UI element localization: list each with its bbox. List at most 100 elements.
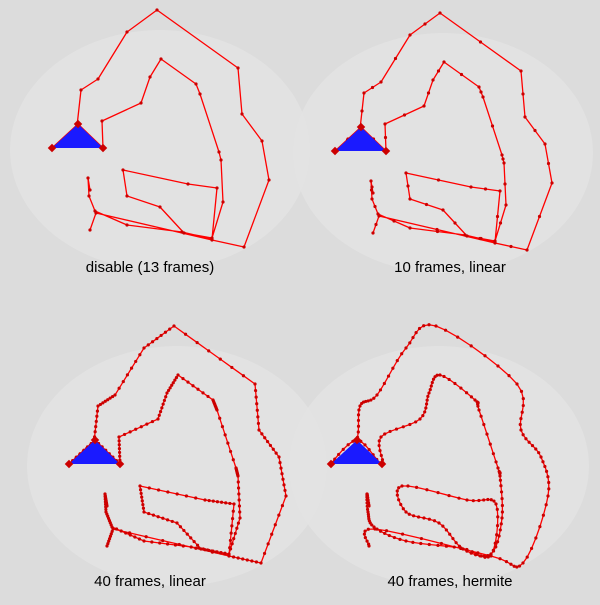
path-keyframe-dot bbox=[256, 421, 261, 426]
path-keyframe-dot bbox=[400, 352, 404, 356]
path-keyframe-dot bbox=[133, 535, 137, 539]
path-keyframe-dot bbox=[280, 503, 285, 508]
path-keyframe-dot bbox=[490, 124, 495, 128]
panel-vignette bbox=[10, 30, 310, 270]
path-keyframe-dot bbox=[157, 413, 161, 417]
path-keyframe-dot bbox=[393, 56, 398, 61]
path-keyframe-dot bbox=[181, 376, 185, 381]
path-keyframe-dot bbox=[103, 399, 107, 403]
path-keyframe-dot bbox=[408, 341, 412, 345]
path-keyframe-dot bbox=[483, 354, 487, 358]
path-keyframe-dot bbox=[371, 231, 375, 235]
path-keyframe-dot bbox=[494, 545, 498, 549]
path-keyframe-dot bbox=[189, 536, 193, 540]
path-keyframe-dot bbox=[156, 417, 160, 421]
path-keyframe-dot bbox=[395, 359, 399, 363]
path-keyframe-dot bbox=[121, 379, 125, 384]
path-keyframe-dot bbox=[257, 428, 261, 432]
path-keyframe-dot bbox=[379, 453, 383, 458]
path-keyframe-dot bbox=[483, 555, 487, 559]
path-keyframe-dot bbox=[498, 478, 502, 482]
path-keyframe-dot bbox=[148, 75, 152, 79]
path-keyframe-dot bbox=[283, 488, 287, 493]
path-keyframe-dot bbox=[521, 403, 525, 408]
path-keyframe-dot bbox=[489, 498, 493, 502]
path-keyframe-dot bbox=[125, 194, 129, 198]
path-keyframe-dot bbox=[497, 534, 501, 538]
path-keyframe-dot bbox=[517, 564, 522, 568]
path-keyframe-dot bbox=[496, 466, 500, 470]
path-keyframe-dot bbox=[164, 395, 168, 399]
path-keyframe-dot bbox=[495, 524, 500, 528]
path-keyframe-dot bbox=[140, 499, 144, 503]
path-keyframe-dot bbox=[104, 507, 108, 512]
path-keyframe-dot bbox=[156, 488, 161, 492]
triangle-vertex-marker bbox=[330, 146, 340, 156]
triangle-vertex-marker bbox=[98, 143, 108, 153]
path-keyframe-dot bbox=[386, 374, 391, 378]
triangle-vertex-marker bbox=[64, 459, 74, 469]
path-keyframe-dot bbox=[266, 542, 270, 546]
path-keyframe-dot bbox=[515, 382, 519, 386]
path-keyframe-dot bbox=[146, 343, 150, 347]
triangle-vertex-marker bbox=[381, 146, 391, 156]
path-keyframe-dot bbox=[155, 8, 159, 12]
path-keyframe-dot bbox=[168, 327, 172, 331]
path-keyframe-dot bbox=[500, 503, 504, 508]
path-keyframe-dot bbox=[500, 497, 504, 501]
path-keyframe-dot bbox=[465, 498, 469, 502]
path-keyframe-dot bbox=[400, 532, 405, 536]
path-keyframe-dot bbox=[479, 90, 483, 94]
path-keyframe-dot bbox=[496, 364, 500, 368]
path-keyframe-dot bbox=[125, 223, 129, 227]
path-keyframe-dot bbox=[284, 494, 288, 498]
path-keyframe-dot bbox=[498, 474, 502, 478]
path-keyframe-dot bbox=[267, 178, 271, 182]
path-keyframe-dot bbox=[476, 404, 480, 408]
path-keyframe-dot bbox=[207, 349, 211, 353]
path-keyframe-dot bbox=[117, 443, 121, 447]
blue-triangle-object bbox=[331, 440, 382, 464]
path-keyframe-dot bbox=[447, 493, 451, 498]
path-keyframe-dot bbox=[465, 547, 469, 552]
path-keyframe-dot bbox=[521, 561, 525, 565]
path-keyframe-dot bbox=[219, 500, 224, 504]
path-keyframe-dot bbox=[525, 248, 529, 252]
path-keyframe-dot bbox=[363, 535, 367, 540]
path-keyframe-dot bbox=[442, 60, 446, 64]
path-keyframe-dot bbox=[346, 443, 350, 447]
path-keyframe-dot bbox=[245, 558, 249, 562]
path-keyframe-dot bbox=[486, 497, 490, 502]
path-keyframe-dot bbox=[230, 365, 234, 370]
path-keyframe-dot bbox=[397, 498, 401, 502]
path-keyframe-dot bbox=[171, 381, 175, 385]
path-keyframe-dot bbox=[228, 546, 232, 550]
path-keyframe-dot bbox=[233, 531, 237, 536]
path-keyframe-dot bbox=[442, 374, 446, 379]
panel-vignette bbox=[293, 33, 593, 273]
path-keyframe-dot bbox=[547, 480, 551, 485]
path-keyframe-dot bbox=[397, 486, 401, 490]
panel-1 bbox=[293, 11, 593, 273]
path-keyframe-dot bbox=[105, 504, 109, 508]
path-keyframe-dot bbox=[498, 471, 502, 476]
path-keyframe-dot bbox=[499, 490, 504, 494]
path-keyframe-dot bbox=[357, 408, 361, 412]
path-keyframe-dot bbox=[406, 184, 410, 188]
path-keyframe-dot bbox=[360, 109, 364, 113]
path-keyframe-dot bbox=[205, 548, 210, 552]
path-keyframe-dot bbox=[438, 373, 442, 377]
path-keyframe-dot bbox=[369, 188, 374, 192]
path-keyframe-dot bbox=[138, 484, 142, 488]
path-keyframe-dot bbox=[379, 80, 383, 84]
path-keyframe-dot bbox=[363, 529, 367, 533]
path-keyframe-dot bbox=[402, 113, 407, 117]
path-keyframe-dot bbox=[471, 499, 475, 503]
path-keyframe-dot bbox=[196, 387, 200, 391]
path-keyframe-dot bbox=[457, 496, 461, 500]
path-keyframe-dot bbox=[485, 432, 489, 436]
path-keyframe-dot bbox=[404, 539, 408, 543]
path-keyframe-dot bbox=[534, 536, 538, 540]
path-keyframe-dot bbox=[165, 518, 170, 522]
path-keyframe-dot bbox=[498, 189, 502, 193]
